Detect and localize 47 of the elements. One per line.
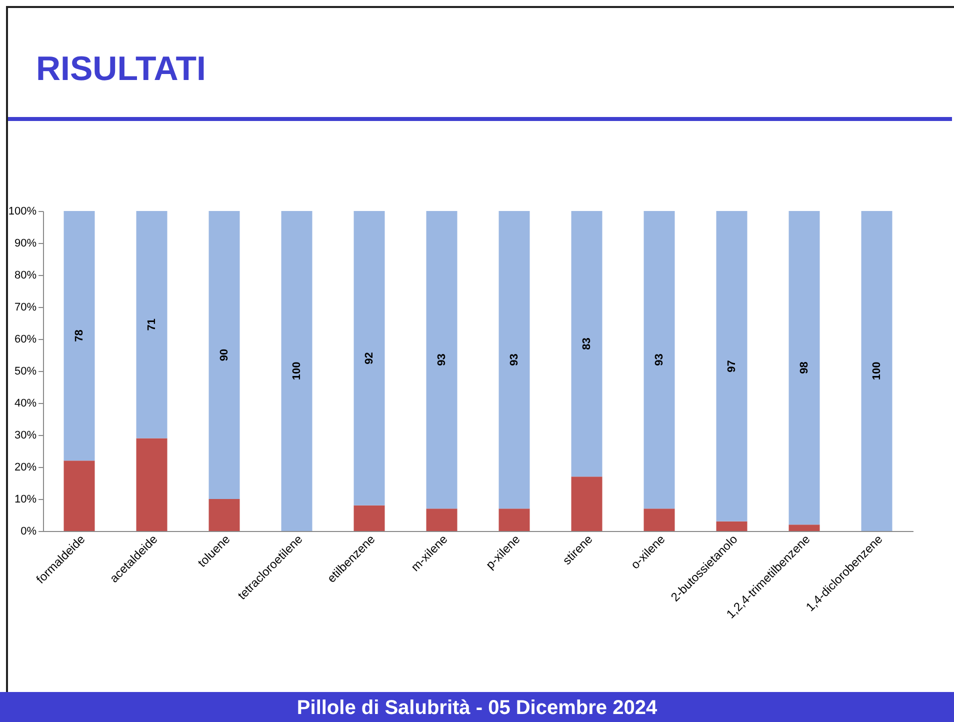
y-tick-label: 60%: [14, 334, 37, 346]
y-tick-label: 10%: [14, 494, 37, 506]
y-tick-label: 80%: [14, 270, 37, 282]
y-tick-label: 100%: [8, 206, 37, 218]
bar: [571, 476, 602, 531]
data-label: 93: [508, 354, 520, 366]
bar: [861, 211, 892, 531]
bar: [716, 521, 748, 531]
bar: [498, 508, 530, 531]
bar: [644, 211, 675, 509]
bar: [716, 211, 748, 522]
bar: [281, 211, 312, 531]
data-label: 100: [870, 362, 883, 380]
y-tick-label: 30%: [14, 430, 37, 442]
data-label: 78: [73, 330, 86, 342]
bar: [788, 211, 820, 525]
data-label: 100: [290, 362, 303, 380]
data-label: 92: [363, 352, 376, 364]
data-label: 93: [653, 354, 666, 366]
bar: [426, 508, 458, 531]
bar: [644, 508, 675, 531]
bar: [426, 211, 458, 509]
data-label: 98: [798, 362, 810, 374]
data-label: 83: [580, 338, 593, 350]
bar: [788, 524, 820, 531]
bar: [64, 211, 95, 461]
bar: [571, 211, 602, 477]
bar: [64, 460, 95, 531]
bar: [208, 499, 240, 531]
y-tick-label: 70%: [14, 302, 37, 314]
bar: [354, 211, 385, 506]
data-label: 71: [146, 318, 158, 331]
bar: [208, 211, 240, 499]
y-tick-label: 40%: [14, 398, 37, 410]
bar: [354, 505, 385, 531]
data-label: 97: [726, 360, 738, 372]
bar: [136, 438, 168, 531]
bar: [498, 211, 530, 509]
y-tick-label: 20%: [14, 462, 37, 474]
y-tick-label: 90%: [14, 238, 37, 250]
data-label: 90: [218, 348, 230, 362]
y-tick-label: 0%: [20, 526, 37, 538]
text: Pillole di Salubrità - 05 Dicembre 2024: [0, 692, 954, 722]
bar: [136, 211, 168, 438]
data-label: 93: [436, 354, 448, 366]
chart-title: RISULTATI: [36, 50, 206, 89]
y-tick-label: 50%: [14, 366, 37, 378]
